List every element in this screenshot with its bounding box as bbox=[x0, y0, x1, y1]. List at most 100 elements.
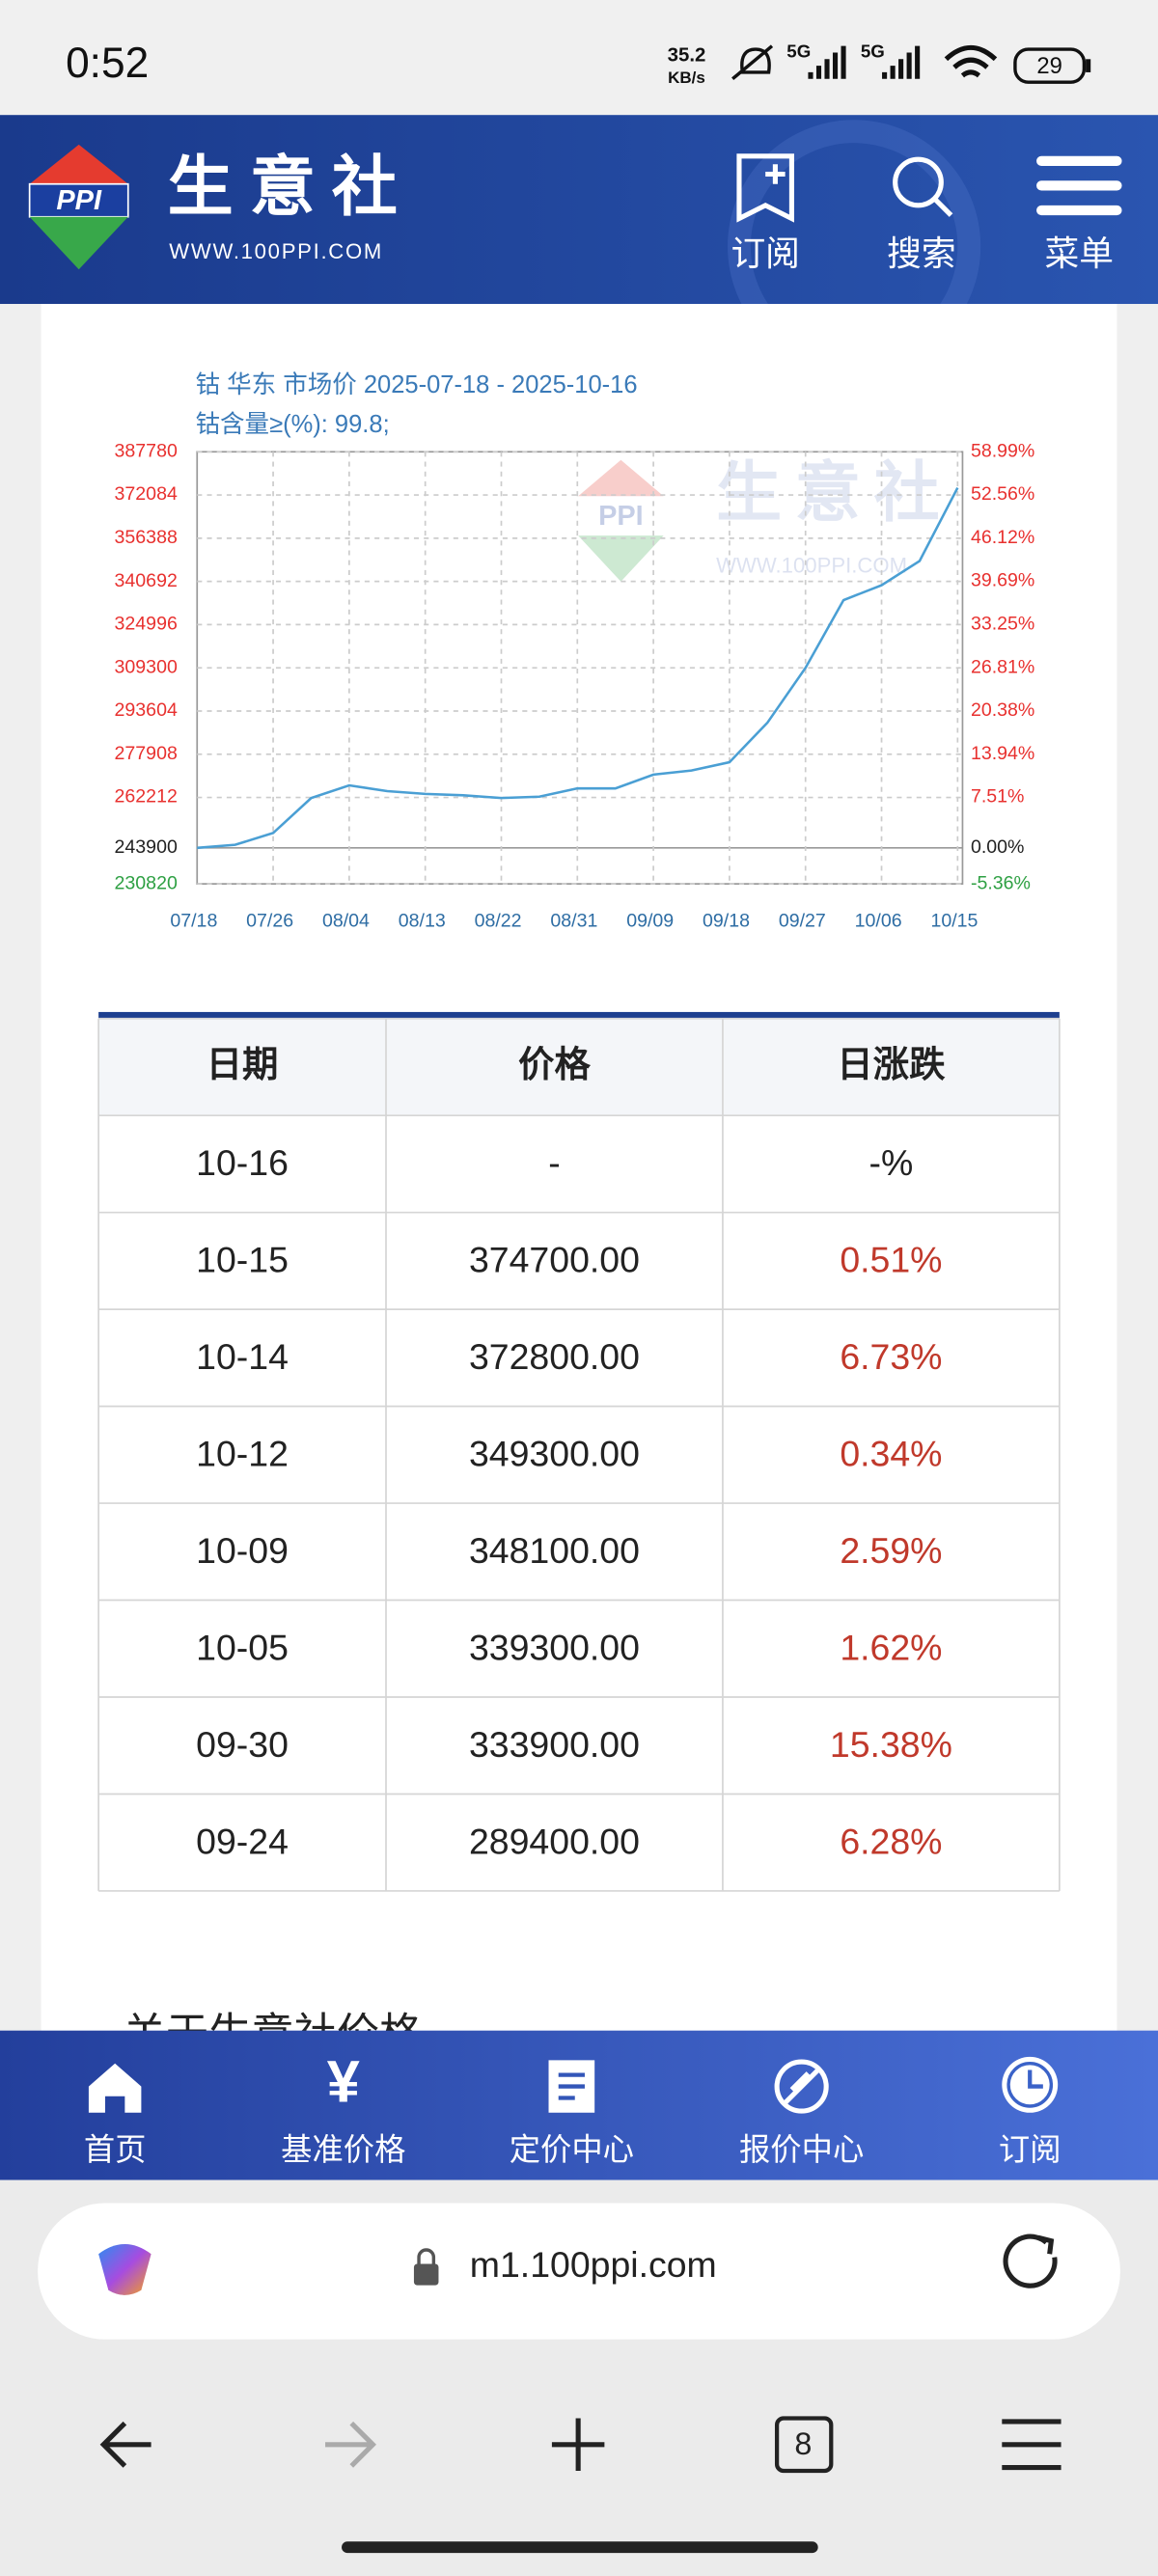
y-tick-label: 277908 bbox=[115, 743, 178, 764]
table-cell: 0.51% bbox=[840, 1239, 942, 1279]
y2-tick-label: 33.25% bbox=[971, 614, 1034, 635]
watermark-logo bbox=[578, 535, 664, 582]
y-tick-label: 340692 bbox=[115, 570, 178, 591]
menu-icon[interactable] bbox=[1036, 155, 1122, 216]
y2-tick-label: 52.56% bbox=[971, 483, 1034, 505]
watermark-url: WWW.100PPI.COM bbox=[716, 553, 907, 577]
watermark-logo bbox=[578, 459, 664, 497]
copilot-icon[interactable] bbox=[98, 2244, 152, 2295]
table-cell: 09-30 bbox=[196, 1724, 289, 1765]
header-nav: 订阅 搜索 菜单 bbox=[731, 153, 1122, 273]
header-nav-label[interactable]: 订阅 bbox=[731, 234, 799, 273]
new-tab-button[interactable] bbox=[551, 2418, 605, 2472]
y2-tick-label: 26.81% bbox=[971, 656, 1034, 677]
table-cell: 372800.00 bbox=[469, 1336, 640, 1377]
y-tick-label: 372084 bbox=[115, 483, 178, 505]
brand-name: 生意社 bbox=[168, 151, 414, 224]
bottom-nav-label[interactable]: 基准价格 bbox=[281, 2132, 405, 2167]
header-nav-label[interactable]: 菜单 bbox=[1045, 234, 1114, 273]
bottom-nav-items: ¥ 首页 基准价格 定价中心 报价中心 订阅 bbox=[84, 2049, 1062, 2167]
y-tick-label: 309300 bbox=[115, 656, 178, 677]
brand-url: WWW.100PPI.COM bbox=[169, 239, 383, 263]
price-line bbox=[197, 487, 959, 850]
table-header-cell: 价格 bbox=[518, 1044, 591, 1084]
x-tick-label: 08/13 bbox=[399, 910, 446, 931]
x-tick-label: 10/15 bbox=[930, 910, 978, 931]
bottom-nav-label[interactable]: 定价中心 bbox=[510, 2132, 634, 2167]
table-cell: 333900.00 bbox=[469, 1724, 640, 1765]
table-cell: -% bbox=[869, 1142, 914, 1183]
table-cell: 2.59% bbox=[840, 1530, 942, 1571]
mute-icon bbox=[731, 44, 774, 81]
table-cell: 10-16 bbox=[196, 1142, 289, 1183]
table-cell: 6.73% bbox=[840, 1336, 942, 1377]
price-table: 日期 价格 日涨跌 10-16 - -% 10-15 374700.00 0.51% 10-14 3… bbox=[97, 1011, 1061, 1892]
site-header bbox=[0, 115, 1158, 305]
reload-icon[interactable] bbox=[1003, 2233, 1058, 2288]
home-indicator bbox=[342, 2541, 818, 2554]
chart-title: 钴 华东 市场价 2025-07-18 - 2025-10-16 bbox=[196, 371, 638, 398]
signal-icon bbox=[808, 45, 846, 79]
logo-top bbox=[29, 144, 128, 184]
header-nav-label[interactable]: 搜索 bbox=[887, 234, 955, 273]
net-speed-unit: KB/s bbox=[668, 69, 705, 87]
y2-tick-label: 7.51% bbox=[971, 786, 1024, 808]
table-cell: 349300.00 bbox=[469, 1433, 640, 1473]
home-icon bbox=[88, 2063, 142, 2113]
pricing-icon-lines bbox=[558, 2072, 585, 2100]
quote-icon-mark bbox=[783, 2068, 820, 2105]
y-tick-label: 230820 bbox=[115, 872, 178, 893]
status-time: 0:52 bbox=[66, 40, 149, 87]
bottom-nav-label[interactable]: 首页 bbox=[84, 2132, 147, 2167]
table-cell: 0.34% bbox=[840, 1433, 942, 1473]
table-cell: 10-05 bbox=[196, 1627, 289, 1667]
x-tick-label: 10/06 bbox=[855, 910, 902, 931]
quote-icon bbox=[774, 2059, 829, 2114]
address-url[interactable]: m1.100ppi.com bbox=[470, 2244, 717, 2285]
x-tick-label: 07/18 bbox=[170, 910, 217, 931]
chart-subtitle: 钴含量≥(%): 99.8; bbox=[196, 411, 390, 438]
battery-tip bbox=[1086, 59, 1091, 72]
network-label: 5G bbox=[861, 41, 885, 61]
back-button[interactable] bbox=[99, 2421, 152, 2468]
search-icon[interactable] bbox=[893, 156, 944, 208]
tabs-button[interactable] bbox=[774, 2416, 834, 2474]
net-speed: 35.2 bbox=[668, 44, 706, 66]
bottom-nav-label[interactable]: 订阅 bbox=[999, 2132, 1062, 2167]
search-icon-handle bbox=[932, 197, 953, 217]
table-header-cell: 日涨跌 bbox=[837, 1044, 946, 1084]
lock-shackle bbox=[417, 2248, 436, 2264]
y2-tick-label: 39.69% bbox=[971, 570, 1034, 591]
y-tick-label: 387780 bbox=[115, 440, 178, 461]
tab-count: 8 bbox=[794, 2426, 812, 2461]
y2-tick-label: 20.38% bbox=[971, 699, 1034, 721]
table-cell: 10-09 bbox=[196, 1530, 289, 1571]
table-top-border bbox=[98, 1011, 1060, 1019]
table-cell: 09-24 bbox=[196, 1821, 289, 1861]
table-cell: 15.38% bbox=[830, 1724, 952, 1765]
table-header-cell: 日期 bbox=[207, 1044, 279, 1084]
address-bar[interactable] bbox=[38, 2203, 1120, 2340]
x-tick-label: 08/22 bbox=[475, 910, 522, 931]
x-tick-label: 08/31 bbox=[550, 910, 597, 931]
watermark-brand: 生意社 bbox=[716, 456, 952, 530]
table-header-bg bbox=[98, 1018, 1060, 1116]
x-tick-label: 08/04 bbox=[322, 910, 370, 931]
forward-button[interactable] bbox=[325, 2421, 376, 2468]
table-cell: 289400.00 bbox=[469, 1821, 640, 1861]
clock-hands bbox=[1028, 2069, 1043, 2089]
x-tick-label: 07/26 bbox=[246, 910, 293, 931]
y-tick-label: 243900 bbox=[115, 836, 178, 858]
subscribe-icon[interactable] bbox=[736, 153, 794, 223]
bottom-nav-label[interactable]: 报价中心 bbox=[739, 2132, 864, 2167]
table-cell: 6.28% bbox=[840, 1821, 942, 1861]
x-tick-label: 09/27 bbox=[779, 910, 826, 931]
logo-text: PPI bbox=[56, 185, 102, 216]
table-cell: 339300.00 bbox=[469, 1627, 640, 1667]
logo-bottom bbox=[29, 216, 128, 270]
table-cell: - bbox=[548, 1142, 560, 1183]
battery-level: 29 bbox=[1036, 53, 1062, 79]
browser-menu-button[interactable] bbox=[1002, 2419, 1062, 2471]
